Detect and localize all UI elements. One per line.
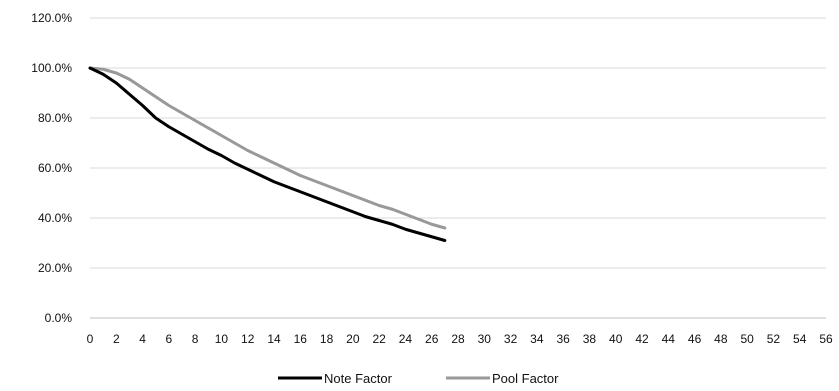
- x-tick-label: 34: [530, 332, 544, 346]
- series-line-note-factor: [88, 66, 447, 242]
- x-tick-label: 50: [740, 332, 754, 346]
- x-tick-label: 52: [767, 332, 781, 346]
- y-tick-label: 120.0%: [31, 11, 72, 25]
- x-tick-label: 12: [241, 332, 255, 346]
- x-tick-label: 24: [399, 332, 413, 346]
- x-tick-label: 16: [294, 332, 308, 346]
- legend-label-pool-factor: Pool Factor: [492, 371, 559, 386]
- x-tick-label: 10: [215, 332, 229, 346]
- y-tick-label: 60.0%: [38, 161, 72, 175]
- x-tick-label: 18: [320, 332, 334, 346]
- x-tick-label: 48: [714, 332, 728, 346]
- x-tick-label: 8: [192, 332, 199, 346]
- x-tick-label: 30: [478, 332, 492, 346]
- y-tick-label: 0.0%: [45, 311, 73, 325]
- y-tick-label: 20.0%: [38, 261, 72, 275]
- x-tick-label: 54: [793, 332, 807, 346]
- series-line-pool-factor: [88, 66, 447, 230]
- y-tick-label: 40.0%: [38, 211, 72, 225]
- x-tick-label: 32: [504, 332, 518, 346]
- x-tick-label: 20: [346, 332, 360, 346]
- y-tick-label: 80.0%: [38, 111, 72, 125]
- x-tick-label: 0: [87, 332, 94, 346]
- x-tick-label: 38: [583, 332, 597, 346]
- y-axis-ticks: 0.0% 20.0% 40.0% 60.0% 80.0% 100.0% 120.0%: [31, 11, 72, 325]
- x-tick-label: 4: [139, 332, 146, 346]
- x-tick-label: 42: [635, 332, 649, 346]
- x-axis-ticks: 0 2 4 6 8 10 12 14 16 18 20 22 24 26 28 30 32 34 36 38 40 42 4…: [87, 332, 833, 346]
- x-tick-label: 22: [372, 332, 386, 346]
- x-tick-label: 56: [819, 332, 833, 346]
- y-tick-label: 100.0%: [31, 61, 72, 75]
- legend: Note Factor Pool Factor: [278, 371, 559, 386]
- x-tick-label: 6: [166, 332, 173, 346]
- x-tick-label: 2: [113, 332, 120, 346]
- gridlines: [90, 17, 826, 269]
- x-tick-label: 26: [425, 332, 439, 346]
- x-tick-label: 28: [451, 332, 465, 346]
- x-tick-label: 36: [556, 332, 570, 346]
- x-tick-label: 14: [267, 332, 281, 346]
- x-tick-label: 44: [662, 332, 676, 346]
- x-tick-label: 40: [609, 332, 623, 346]
- x-tick-label: 46: [688, 332, 702, 346]
- series-lines: [88, 66, 447, 242]
- legend-label-note-factor: Note Factor: [324, 371, 393, 386]
